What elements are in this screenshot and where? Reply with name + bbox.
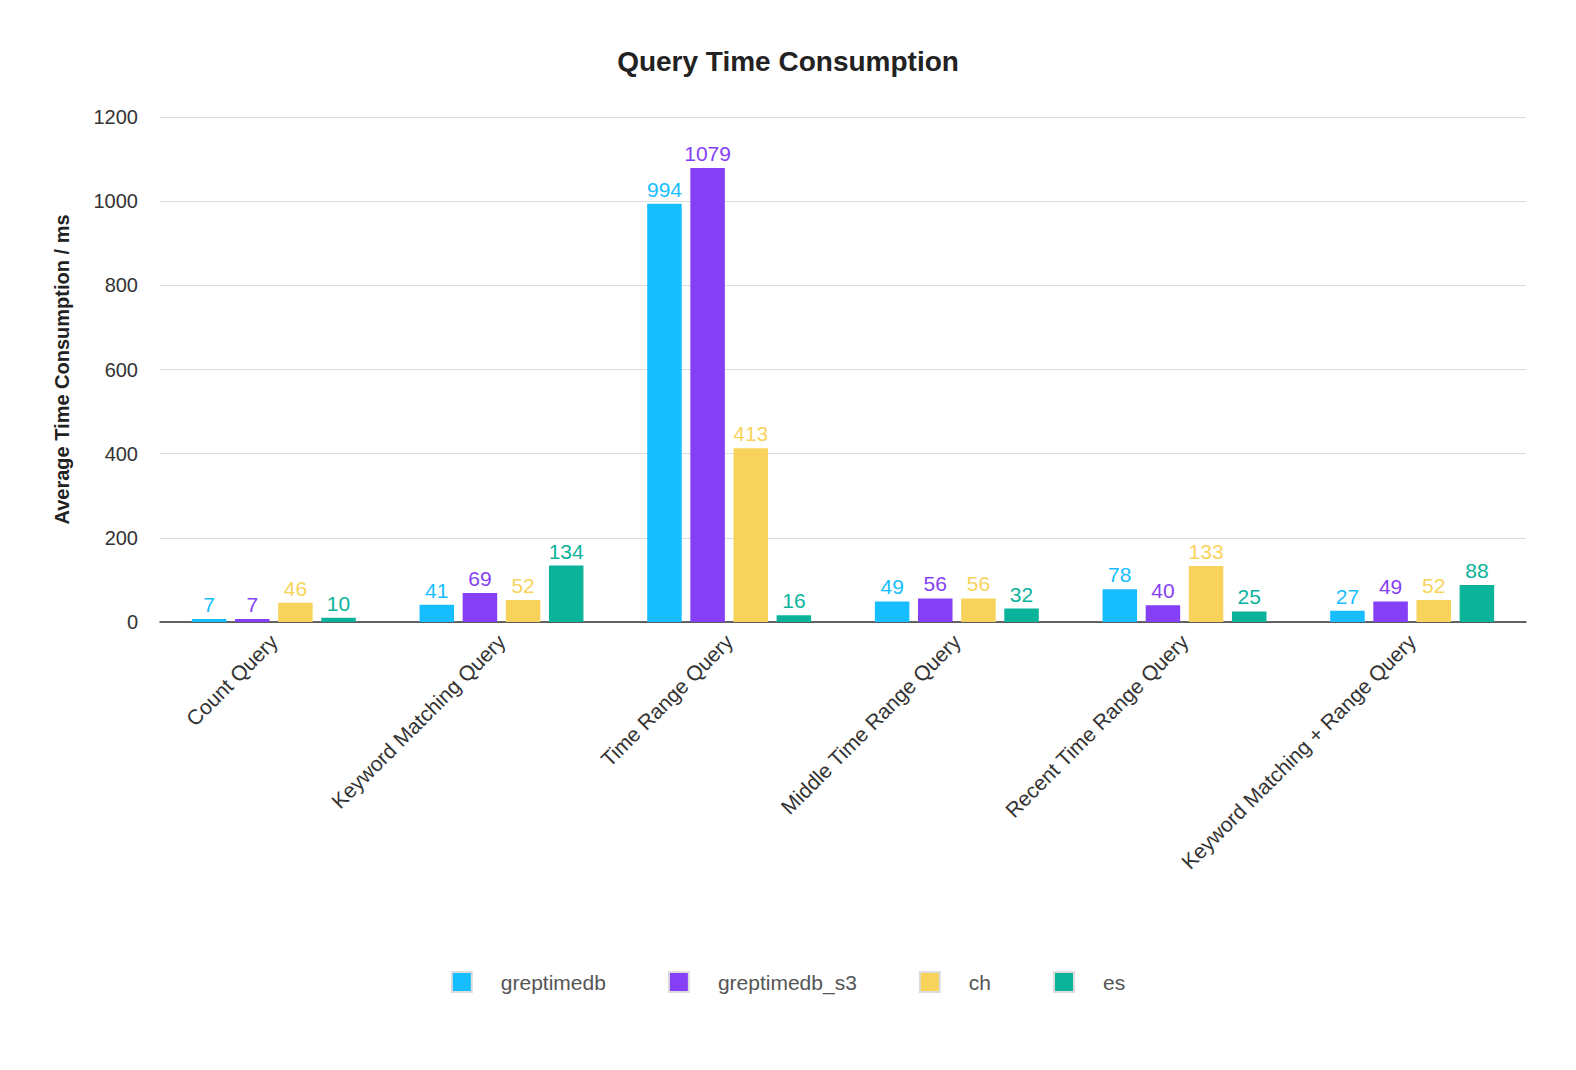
svg-text:25: 25: [1238, 585, 1261, 608]
svg-text:88: 88: [1465, 559, 1488, 582]
svg-text:10: 10: [327, 592, 350, 615]
svg-text:800: 800: [105, 274, 138, 296]
svg-text:7: 7: [203, 593, 215, 616]
svg-text:49: 49: [880, 575, 903, 598]
svg-text:16: 16: [782, 589, 805, 612]
svg-text:133: 133: [1189, 540, 1224, 563]
svg-text:400: 400: [105, 443, 138, 465]
svg-text:49: 49: [1379, 575, 1402, 598]
svg-text:Middle Time Range Query: Middle Time Range Query: [776, 630, 965, 819]
svg-text:ch: ch: [969, 971, 991, 994]
svg-text:600: 600: [105, 359, 138, 381]
svg-text:1079: 1079: [684, 142, 731, 165]
svg-text:200: 200: [105, 527, 138, 549]
svg-text:56: 56: [967, 572, 990, 595]
svg-text:Time Range Query: Time Range Query: [596, 630, 737, 771]
svg-text:27: 27: [1336, 585, 1359, 608]
svg-text:134: 134: [549, 540, 584, 563]
svg-text:greptimedb_s3: greptimedb_s3: [718, 971, 857, 995]
svg-text:413: 413: [733, 422, 768, 445]
svg-text:Count Query: Count Query: [182, 630, 283, 731]
svg-text:es: es: [1103, 971, 1125, 994]
svg-text:994: 994: [647, 178, 682, 201]
svg-text:1200: 1200: [94, 106, 139, 128]
svg-text:Average Time Consumption / ms: Average Time Consumption / ms: [51, 214, 73, 524]
svg-text:Keyword Matching + Range Query: Keyword Matching + Range Query: [1177, 630, 1421, 874]
svg-text:52: 52: [1422, 574, 1445, 597]
svg-text:52: 52: [511, 574, 534, 597]
svg-text:40: 40: [1151, 579, 1174, 602]
svg-text:Recent Time Range Query: Recent Time Range Query: [1001, 630, 1193, 822]
svg-text:46: 46: [284, 577, 307, 600]
svg-text:7: 7: [246, 593, 258, 616]
svg-text:56: 56: [924, 572, 947, 595]
svg-text:69: 69: [468, 567, 491, 590]
svg-text:0: 0: [127, 611, 138, 633]
svg-text:41: 41: [425, 579, 448, 602]
svg-text:Keyword Matching Query: Keyword Matching Query: [327, 630, 510, 813]
svg-text:32: 32: [1010, 583, 1033, 606]
svg-text:greptimedb: greptimedb: [501, 971, 606, 994]
svg-text:Query Time Consumption: Query Time Consumption: [617, 46, 959, 77]
svg-text:1000: 1000: [94, 190, 139, 212]
svg-text:78: 78: [1108, 563, 1131, 586]
